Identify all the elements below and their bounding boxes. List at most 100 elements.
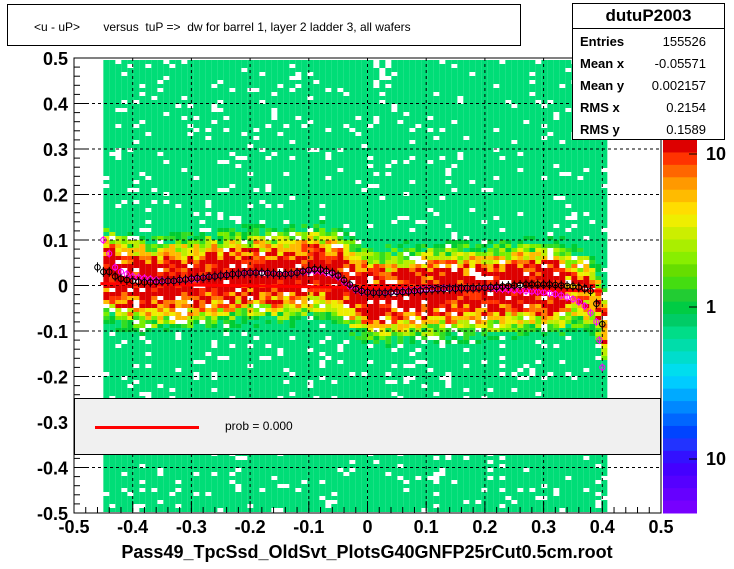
- heatmap-cell: [199, 344, 206, 348]
- heatmap-cell: [373, 316, 380, 320]
- heatmap-cell: [379, 340, 386, 344]
- heatmap-cell: [271, 164, 278, 168]
- heatmap-cell: [127, 352, 134, 356]
- heatmap-cell: [127, 272, 134, 276]
- heatmap-cell: [319, 248, 326, 252]
- heatmap-cell: [175, 248, 182, 252]
- heatmap-cell: [355, 148, 362, 152]
- heatmap-cell: [235, 460, 242, 464]
- heatmap-cell: [145, 308, 152, 312]
- heatmap-cell: [163, 88, 170, 92]
- heatmap-cell: [109, 124, 116, 128]
- heatmap-cell: [133, 488, 140, 492]
- heatmap-cell: [331, 176, 338, 180]
- heatmap-cell: [271, 212, 278, 216]
- heatmap-cell: [199, 216, 206, 220]
- heatmap-cell: [241, 200, 248, 204]
- heatmap-cell: [145, 100, 152, 104]
- heatmap-cell: [319, 244, 326, 248]
- heatmap-cell: [313, 368, 320, 372]
- heatmap-cell: [313, 248, 320, 252]
- heatmap-cell: [337, 496, 344, 500]
- heatmap-cell: [103, 380, 110, 384]
- heatmap-cell: [319, 180, 326, 184]
- heatmap-cell: [265, 208, 272, 212]
- heatmap-cell: [139, 152, 146, 156]
- heatmap-cell: [133, 160, 140, 164]
- heatmap-cell: [223, 140, 230, 144]
- heatmap-cell: [145, 108, 152, 112]
- heatmap-cell: [307, 132, 314, 136]
- heatmap-cell: [187, 480, 194, 484]
- heatmap-cell: [127, 496, 134, 500]
- heatmap-cell: [115, 368, 122, 372]
- heatmap-cell: [151, 144, 158, 148]
- heatmap-cell: [265, 108, 272, 112]
- heatmap-cell: [259, 168, 266, 172]
- heatmap-cell: [259, 500, 266, 504]
- heatmap-cell: [193, 300, 200, 304]
- heatmap-cell: [235, 200, 242, 204]
- heatmap-cell: [175, 176, 182, 180]
- heatmap-cell: [229, 172, 236, 176]
- heatmap-cell: [217, 236, 224, 240]
- heatmap-cell: [373, 76, 380, 80]
- heatmap-cell: [169, 132, 176, 136]
- heatmap-cell: [157, 360, 164, 364]
- heatmap-cell: [241, 460, 248, 464]
- heatmap-cell: [367, 228, 374, 232]
- heatmap-cell: [187, 212, 194, 216]
- heatmap-cell: [175, 72, 182, 76]
- heatmap-cell: [229, 500, 236, 504]
- heatmap-cell: [199, 252, 206, 256]
- heatmap-cell: [307, 372, 314, 376]
- heatmap-cell: [127, 472, 134, 476]
- heatmap-cell: [367, 372, 374, 376]
- heatmap-cell: [325, 76, 332, 80]
- heatmap-cell: [145, 356, 152, 360]
- heatmap-cell: [385, 88, 392, 92]
- heatmap-cell: [163, 304, 170, 308]
- heatmap-cell: [355, 300, 362, 304]
- heatmap-cell: [103, 496, 110, 500]
- heatmap-cell: [355, 328, 362, 332]
- heatmap-cell: [253, 320, 260, 324]
- heatmap-cell: [343, 336, 350, 340]
- heatmap-cell: [289, 60, 296, 64]
- heatmap-cell: [259, 120, 266, 124]
- heatmap-cell: [283, 208, 290, 212]
- heatmap-cell: [241, 168, 248, 172]
- heatmap-cell: [175, 140, 182, 144]
- heatmap-cell: [277, 272, 284, 276]
- heatmap-cell: [115, 484, 122, 488]
- heatmap-cell: [289, 320, 296, 324]
- heatmap-cell: [121, 248, 128, 252]
- heatmap-cell: [229, 148, 236, 152]
- heatmap-cell: [277, 492, 284, 496]
- heatmap-cell: [139, 164, 146, 168]
- heatmap-cell: [109, 348, 116, 352]
- heatmap-cell: [283, 256, 290, 260]
- heatmap-cell: [283, 320, 290, 324]
- heatmap-cell: [307, 312, 314, 316]
- heatmap-cell: [193, 152, 200, 156]
- heatmap-cell: [277, 68, 284, 72]
- heatmap-cell: [163, 352, 170, 356]
- heatmap-cell: [127, 152, 134, 156]
- heatmap-cell: [373, 156, 380, 160]
- heatmap-cell: [361, 148, 368, 152]
- heatmap-cell: [253, 504, 260, 508]
- heatmap-cell: [175, 136, 182, 140]
- heatmap-cell: [169, 208, 176, 212]
- heatmap-cell: [325, 264, 332, 268]
- heatmap-cell: [139, 252, 146, 256]
- heatmap-cell: [109, 352, 116, 356]
- heatmap-cell: [259, 80, 266, 84]
- heatmap-cell: [247, 384, 254, 388]
- heatmap-cell: [349, 496, 356, 500]
- heatmap-cell: [349, 88, 356, 92]
- heatmap-cell: [151, 176, 158, 180]
- heatmap-cell: [175, 324, 182, 328]
- heatmap-cell: [343, 480, 350, 484]
- heatmap-cell: [259, 196, 266, 200]
